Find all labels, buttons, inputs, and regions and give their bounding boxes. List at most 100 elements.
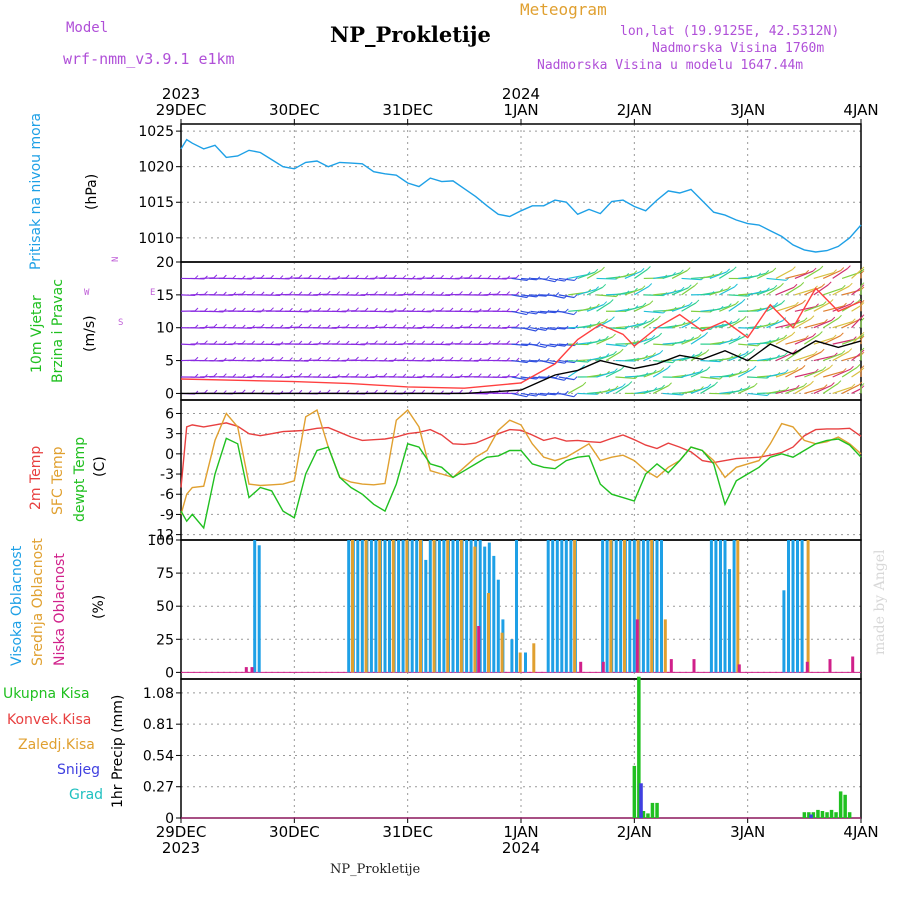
wind-barb (813, 272, 834, 280)
wind-barb (775, 352, 794, 362)
wind-barb (558, 310, 574, 316)
wind-barb (804, 351, 822, 362)
precip-bar (802, 812, 807, 818)
wind-barb (530, 392, 547, 397)
wind-barb-flag (795, 301, 799, 306)
wind-barb (709, 306, 729, 312)
wind-barb (539, 392, 556, 396)
precip-bar (811, 812, 816, 818)
wind-barb-flag (270, 274, 274, 279)
cloud-bar (432, 540, 436, 673)
wind-barb-flag (241, 389, 246, 394)
wind-barb-flag (714, 381, 718, 386)
precip-bar (655, 802, 659, 818)
wind-barb-flag (822, 301, 827, 305)
wind-barb-flag (860, 270, 865, 275)
wind-barb (615, 384, 630, 394)
wind-barb-flag (345, 274, 350, 279)
cloud-bar (465, 540, 469, 673)
wind-barb (700, 273, 720, 280)
wind-barb-flag (860, 299, 865, 304)
wind-barb-flag (477, 274, 482, 279)
precip-bar (637, 676, 641, 818)
wind-barb-flag (831, 316, 836, 321)
wind-barb (511, 392, 527, 398)
wind-barb-flag (515, 357, 520, 362)
wind-barb-flag (860, 268, 865, 273)
cloud-bar (646, 540, 650, 673)
wind-barb-flag (468, 323, 473, 328)
wind-barb (662, 289, 682, 296)
wind-barb (794, 270, 814, 279)
cloud-bar (253, 540, 257, 673)
wind-barb-flag (667, 365, 671, 369)
wind-barb (709, 323, 730, 329)
wind-barb-flag (546, 357, 550, 362)
wind-barb (794, 371, 816, 378)
y-tick-label: 1010 (138, 231, 174, 247)
wind-barb-flag (527, 325, 531, 329)
wind-barb-flag (411, 357, 416, 361)
precip-bar (825, 812, 829, 818)
wind-barb-flag (430, 274, 435, 279)
cloud-bar (650, 540, 654, 673)
wind-barb-flag (307, 324, 312, 328)
wind-barb-flag (860, 331, 865, 336)
temperature-frame (180, 399, 862, 541)
wind-barb-flag (812, 333, 817, 337)
y-tick-label: 25 (156, 632, 174, 648)
wind-barb (851, 370, 862, 378)
wind-barb (794, 335, 813, 345)
wind-barb (747, 290, 767, 296)
y-tick-label: 100 (147, 533, 174, 549)
wind-barb (794, 306, 816, 312)
wind-barb-flag (506, 340, 511, 345)
cloud-bar (560, 540, 564, 673)
wind-barb-flag (564, 308, 569, 313)
precip-bar (641, 811, 646, 818)
wind-barb-flag (468, 340, 473, 345)
wind-barb-flag (848, 348, 853, 352)
x-tick-label-top: 4JAN (843, 101, 878, 119)
wind-barb-flag (858, 381, 863, 386)
x-tick-label-top: 31DEC (382, 101, 433, 119)
wind-barb-flag (364, 307, 369, 312)
wind-barb (728, 370, 747, 378)
wind-barb (586, 269, 602, 279)
wind-barb (822, 317, 839, 329)
wind-barb-flag (440, 274, 444, 279)
wind-barb-flag (402, 373, 407, 378)
wind-barb-flag (204, 291, 208, 295)
wind-barb-flag (622, 383, 626, 387)
cloud-bar (424, 559, 428, 673)
wind-barb-flag (649, 300, 654, 305)
wind-barb-flag (860, 282, 865, 287)
wind-barb-flag (614, 385, 619, 390)
wind-barb-flag (402, 275, 407, 279)
y-tick-label: -12 (151, 528, 174, 544)
wind-barb (785, 367, 803, 378)
wind-barb-flag (213, 323, 218, 328)
wind-barb-flag (640, 268, 645, 272)
wind-barb-flag (641, 285, 646, 290)
y-tick-label: 5 (165, 354, 174, 370)
y-tick-label: 1020 (138, 160, 174, 176)
cloud-bar (524, 652, 527, 673)
wind-barb (596, 302, 611, 312)
wind-barb (690, 352, 707, 362)
wind-barb-flag (860, 347, 865, 352)
cloud-bar (483, 546, 487, 673)
wind-barb-flag (690, 336, 695, 341)
wind-barb-flag (775, 319, 779, 324)
cloud-bar (564, 540, 568, 673)
wind-barb-flag (317, 324, 322, 329)
wind-barb-flag (594, 268, 599, 273)
wind-barb (785, 350, 801, 362)
wind-barb-flag (595, 286, 599, 290)
precip-bar (632, 765, 637, 818)
cloud-bar (487, 593, 490, 673)
wind-barb-flag (765, 270, 770, 274)
cloud-bar (369, 540, 373, 673)
cloud-bar (655, 540, 659, 673)
wind-barb-flag (232, 373, 237, 378)
